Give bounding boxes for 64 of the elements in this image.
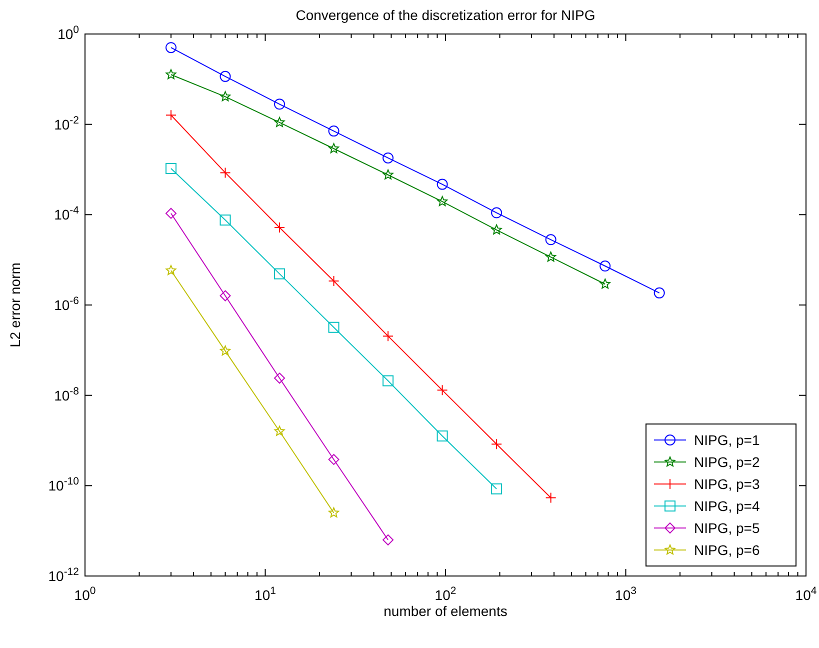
point (491, 207, 502, 218)
y-tick-label: 10$^{0}$ (58, 24, 80, 42)
point (220, 91, 231, 102)
y-tick-label: 10$^{-12}$ (48, 566, 80, 584)
point (328, 322, 340, 333)
point (274, 116, 285, 128)
legend-label: NIPG, p=1 (694, 432, 760, 448)
x-tick-label: 10$^{2}$ (434, 585, 456, 603)
point (382, 152, 394, 164)
point (166, 265, 176, 276)
point (491, 224, 502, 234)
point (382, 169, 394, 180)
point (220, 167, 231, 178)
point (274, 372, 286, 384)
point (274, 426, 285, 436)
point (328, 143, 340, 154)
legend-label: NIPG, p=4 (694, 498, 760, 514)
point (274, 268, 286, 280)
point (437, 196, 448, 206)
point (328, 275, 340, 286)
legend-label: NIPG, p=5 (694, 520, 760, 536)
point (600, 260, 611, 272)
legend-label: NIPG, p=2 (694, 454, 760, 470)
point (382, 375, 394, 386)
point (166, 163, 176, 174)
point (328, 126, 340, 137)
point (382, 330, 394, 342)
point (600, 278, 610, 289)
point (328, 507, 340, 518)
point (491, 438, 502, 450)
point (436, 430, 448, 442)
point (436, 178, 448, 190)
x-tick-label: 10$^{0}$ (74, 585, 96, 603)
y-tick-label: 10$^{-10}$ (48, 476, 80, 494)
point (436, 384, 448, 396)
chart-title: Convergence of the discretization error for NIPG (296, 7, 596, 23)
point (220, 214, 231, 226)
point (545, 234, 556, 246)
point (166, 42, 176, 54)
point (382, 534, 394, 546)
legend-label: NIPG, p=6 (694, 542, 760, 558)
point (274, 98, 286, 110)
legend-label: NIPG, p=3 (694, 476, 760, 492)
y-tick-label: 10$^{-6}$ (54, 295, 80, 313)
x-tick-label: 10$^{4}$ (795, 585, 817, 603)
x-tick-label: 10$^{1}$ (254, 585, 276, 603)
point (220, 290, 231, 302)
y-tick-label: 10$^{-8}$ (54, 385, 80, 404)
y-axis-title: L2 error norm (7, 262, 23, 348)
x-tick-label: 10$^{3}$ (615, 585, 637, 603)
point (546, 252, 556, 262)
point (545, 492, 556, 504)
x-axis-title: number of elements (384, 603, 508, 619)
point (166, 208, 176, 219)
point (654, 287, 665, 298)
point (491, 483, 502, 494)
point (274, 222, 286, 233)
y-tick-label: 10$^{-2}$ (54, 114, 80, 132)
point (328, 454, 340, 465)
point (220, 345, 231, 356)
point (166, 69, 176, 80)
point (220, 70, 231, 82)
point (166, 110, 176, 121)
y-tick-label: 10$^{-4}$ (54, 204, 80, 223)
